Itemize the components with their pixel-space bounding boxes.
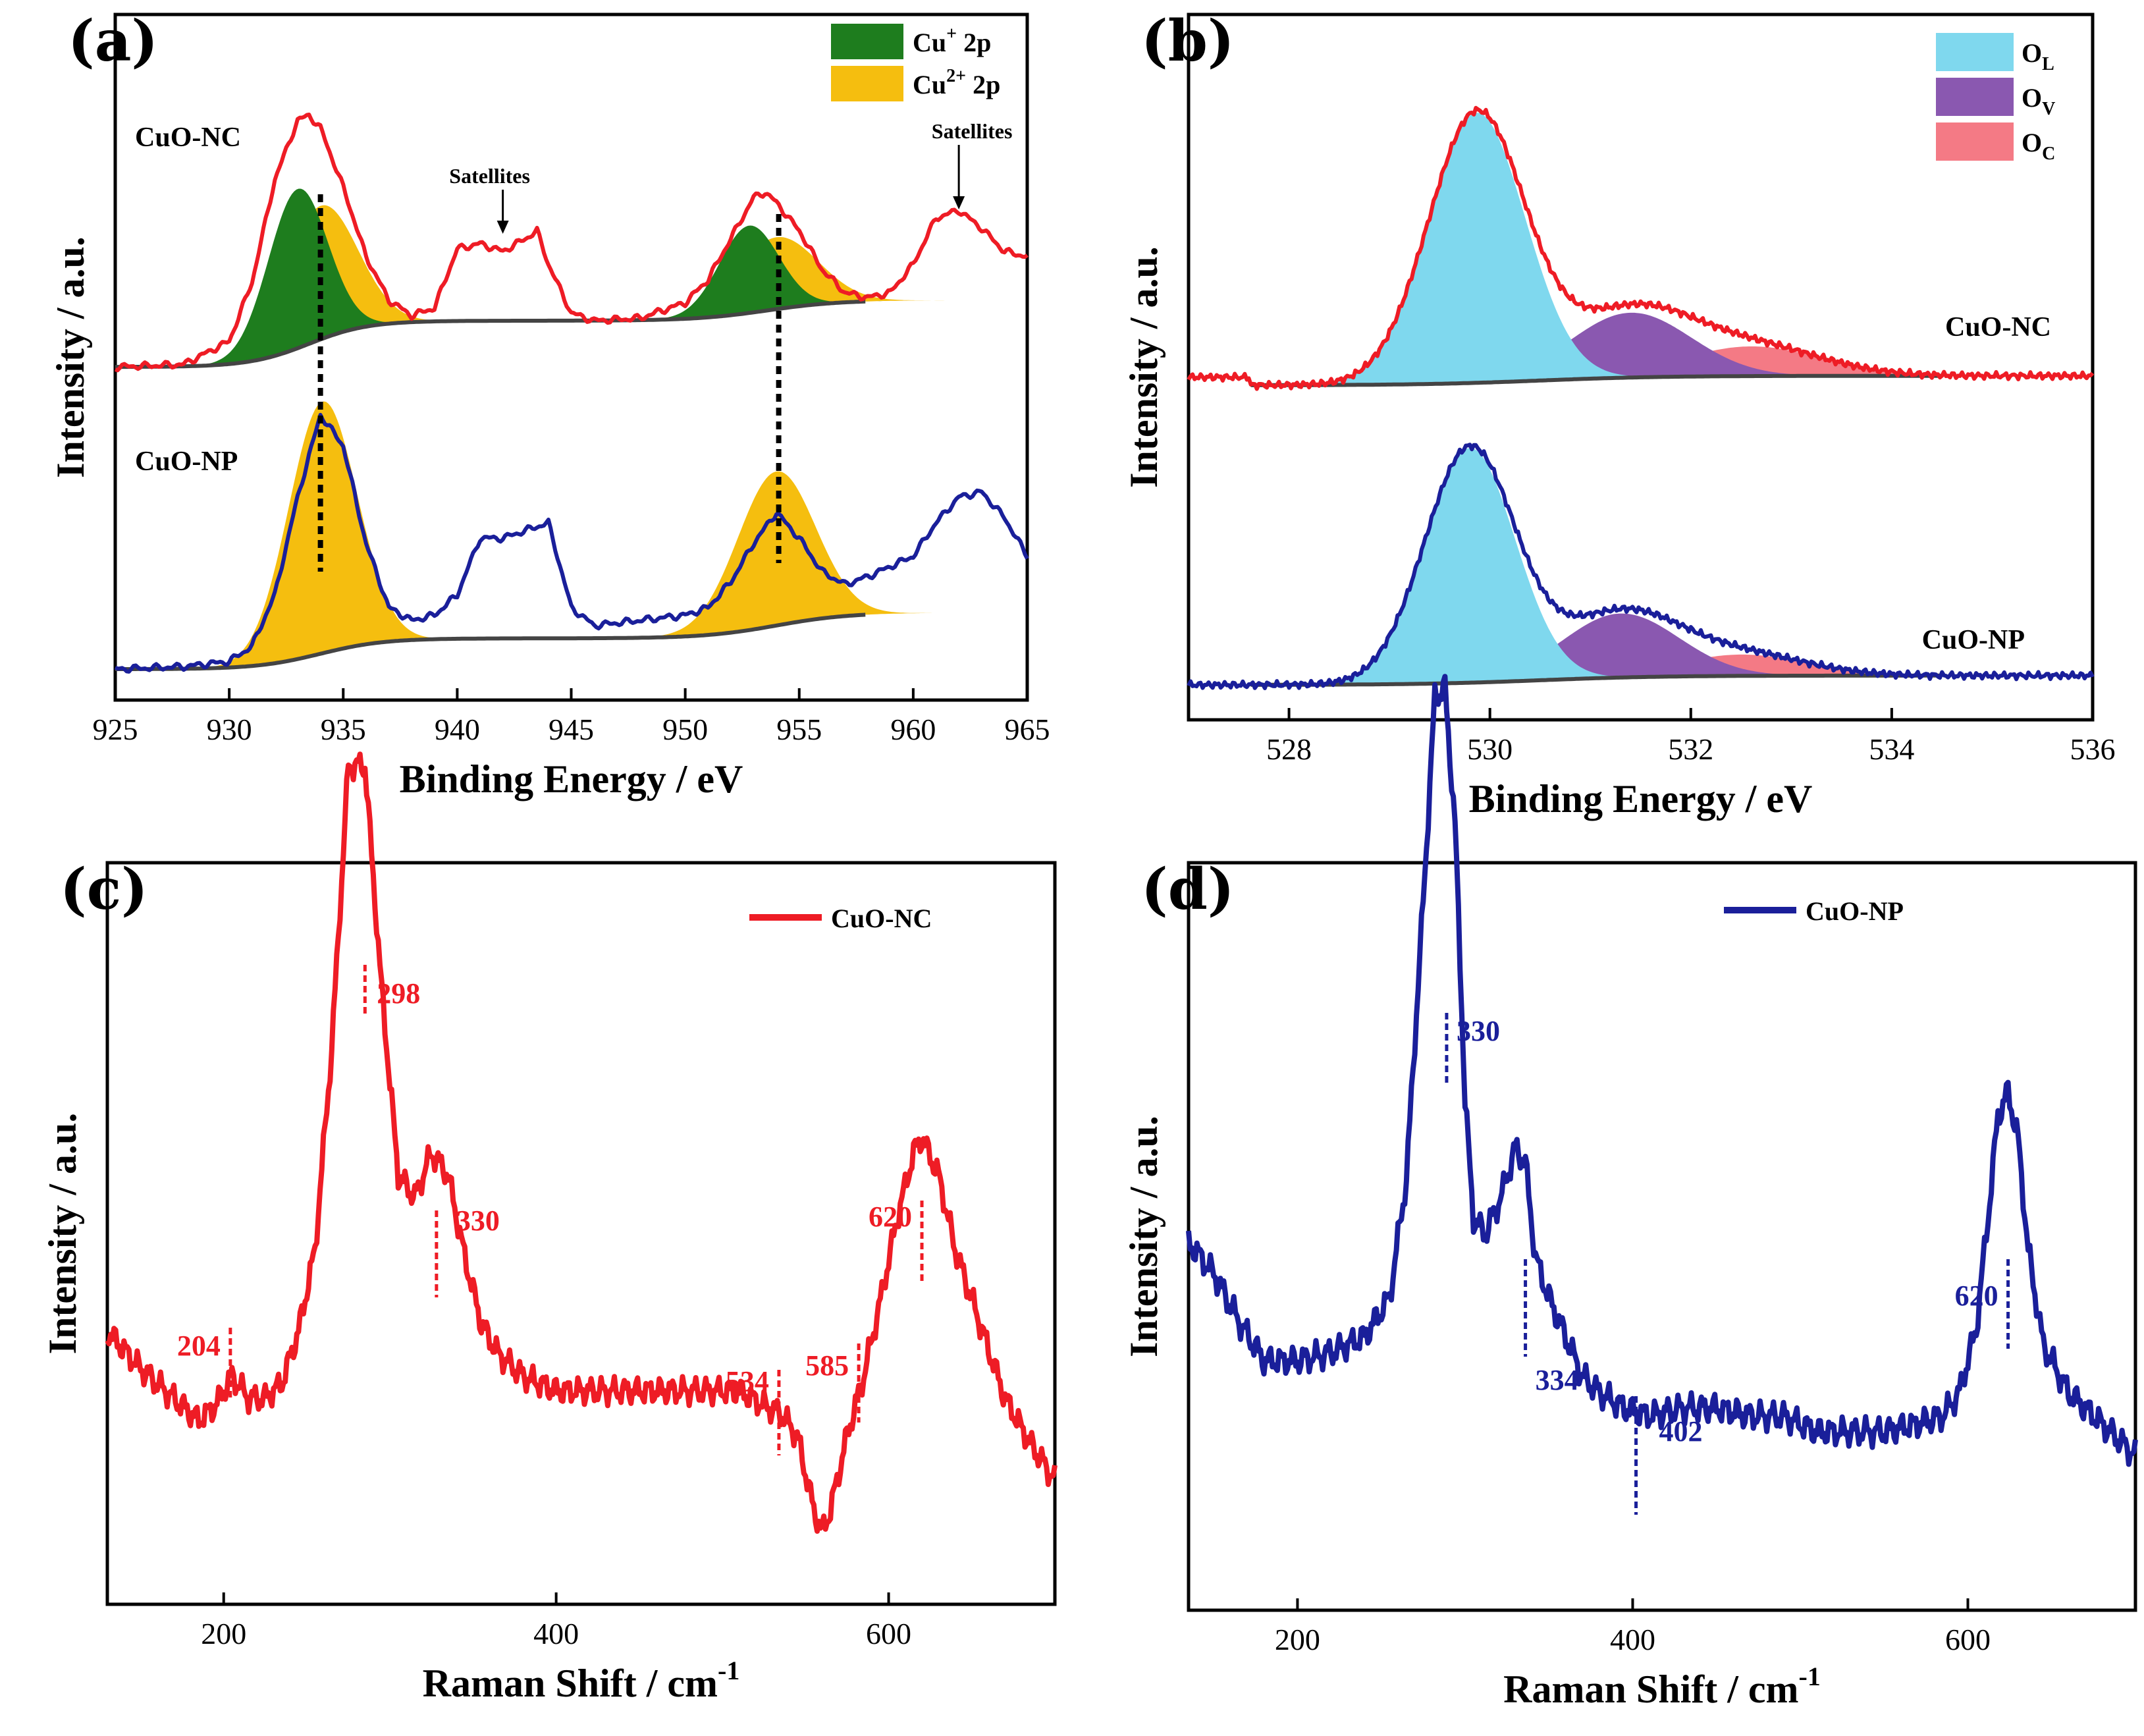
background-line xyxy=(115,299,866,369)
component-fill-o-c xyxy=(1470,346,2033,383)
component-fill-o-l xyxy=(1283,113,1670,385)
x-tick-label: 600 xyxy=(866,1617,911,1650)
x-tick-label: 600 xyxy=(1945,1623,1991,1656)
component-fill-cu22p12 xyxy=(602,471,951,638)
panel-d: 200 400 600 Raman Shift / cm-1 Intensity / a… xyxy=(1122,674,2138,1711)
legend-label: OV xyxy=(2022,83,2055,119)
satellite-label: Satellites xyxy=(449,164,530,188)
panel-label: (d) xyxy=(1141,856,1235,923)
background-line xyxy=(115,612,866,671)
panel-label: (b) xyxy=(1141,8,1235,74)
x-axis-title: Raman Shift / cm-1 xyxy=(423,1656,740,1705)
legend-sup: 2+ xyxy=(946,66,966,86)
legend-label: OC xyxy=(2022,128,2055,164)
legend-sup: + xyxy=(946,24,957,44)
component-fill-cu22p32 xyxy=(169,401,477,669)
panel-label: (c) xyxy=(60,856,148,923)
legend-swatch xyxy=(1936,33,2014,71)
x-tick-label: 925 xyxy=(93,713,138,746)
panel-label: (a) xyxy=(68,8,158,74)
legend-label: OL xyxy=(2022,38,2054,74)
panel-b: 528 530 532 534 536 Binding Energy / eV Intens… xyxy=(1122,8,2116,821)
x-axis-title-sup: -1 xyxy=(1799,1662,1821,1691)
series-label-cuo-np: CuO-NP xyxy=(135,447,238,477)
background-line xyxy=(1250,673,1943,687)
x-tick-label: 528 xyxy=(1266,732,1312,766)
x-axis-title: Raman Shift / cm-1 xyxy=(1503,1662,1821,1711)
peak-label: 534 xyxy=(726,1365,769,1397)
plot-frame xyxy=(105,861,1057,1606)
series-line xyxy=(114,412,1029,674)
peak-label: 204 xyxy=(177,1330,221,1362)
x-tick-label: 200 xyxy=(1275,1623,1320,1656)
plot-frame xyxy=(1187,13,2095,722)
x-tick-label: 200 xyxy=(201,1617,246,1650)
peak-label: 620 xyxy=(869,1201,912,1233)
peak-label: 330 xyxy=(456,1205,500,1237)
legend-suffix: 2p xyxy=(966,70,1000,99)
x-tick-label: 530 xyxy=(1467,732,1513,766)
series-label-cuo-np: CuO-NP xyxy=(1922,625,2025,655)
series-line xyxy=(114,113,1029,373)
peak-label: 620 xyxy=(1955,1280,1998,1312)
peak-label: 298 xyxy=(377,977,420,1010)
legend-sub: L xyxy=(2042,54,2054,74)
x-tick-label: 965 xyxy=(1005,713,1050,746)
component-fill-o-v xyxy=(1389,312,1872,385)
x-axis-title: Binding Energy / eV xyxy=(1469,777,1813,821)
series-line xyxy=(1187,443,2095,690)
series-label-cuo-nc: CuO-NC xyxy=(135,122,241,153)
legend-suffix: 2p xyxy=(957,28,991,57)
legend-swatch xyxy=(831,24,903,59)
x-tick-label: 935 xyxy=(321,713,366,746)
x-tick-label: 955 xyxy=(776,713,822,746)
y-axis-title: Intensity / a.u. xyxy=(49,236,92,478)
y-axis-title: Intensity / a.u. xyxy=(41,1113,84,1355)
component-fill-cu2p12 xyxy=(616,225,883,321)
component-fill-o-l xyxy=(1289,448,1651,685)
satellite-arrowhead xyxy=(953,196,965,209)
x-axis-title-sup: -1 xyxy=(718,1656,739,1685)
y-axis-title: Intensity / a.u. xyxy=(1122,1116,1166,1357)
legend-swatch xyxy=(1936,122,2014,161)
x-tick-label: 945 xyxy=(549,713,594,746)
peak-label: 334 xyxy=(1536,1364,1579,1396)
x-tick-label: 930 xyxy=(207,713,252,746)
component-fill-cu2p32 xyxy=(164,188,431,367)
series-line xyxy=(1187,105,2095,391)
legend-label: CuO-NC xyxy=(831,904,932,933)
legend-swatch xyxy=(831,66,903,101)
plot-frame xyxy=(1187,861,2137,1612)
legend-label: Cu+ 2p xyxy=(913,24,991,57)
legend-swatch xyxy=(1936,78,2014,116)
peak-label: 330 xyxy=(1457,1015,1500,1047)
component-fill-o-v xyxy=(1387,613,1854,684)
x-tick-label: 534 xyxy=(1869,732,1914,766)
legend-sub: V xyxy=(2042,99,2055,119)
x-tick-label: 940 xyxy=(435,713,480,746)
legend-label: Cu2+ 2p xyxy=(913,66,1000,99)
peak-label: 402 xyxy=(1659,1415,1703,1448)
panel-c: 200 400 600 Raman Shift / cm-1 Intensity / a… xyxy=(41,751,1058,1705)
series-label-cuo-nc: CuO-NC xyxy=(1945,312,2051,342)
panel-a: 925 930 935 940 945 950 955 960 965 Binding Energ… xyxy=(49,8,1050,801)
legend-sub: C xyxy=(2042,144,2055,164)
satellite-arrowhead xyxy=(496,221,509,234)
series-line xyxy=(105,751,1058,1534)
x-tick-label: 950 xyxy=(662,713,708,746)
peak-label: 585 xyxy=(805,1349,849,1382)
y-axis-title: Intensity / a.u. xyxy=(1122,246,1166,488)
satellite-label: Satellites xyxy=(932,119,1013,143)
x-tick-label: 532 xyxy=(1668,732,1713,766)
x-tick-label: 960 xyxy=(890,713,936,746)
x-tick-label: 400 xyxy=(1610,1623,1655,1656)
x-tick-label: 536 xyxy=(2070,732,2116,766)
legend-label: CuO-NP xyxy=(1806,896,1904,926)
x-tick-label: 400 xyxy=(533,1617,579,1650)
background-line xyxy=(1250,373,1943,387)
x-axis-title: Binding Energy / eV xyxy=(400,757,743,801)
series-line xyxy=(1186,674,2138,1467)
